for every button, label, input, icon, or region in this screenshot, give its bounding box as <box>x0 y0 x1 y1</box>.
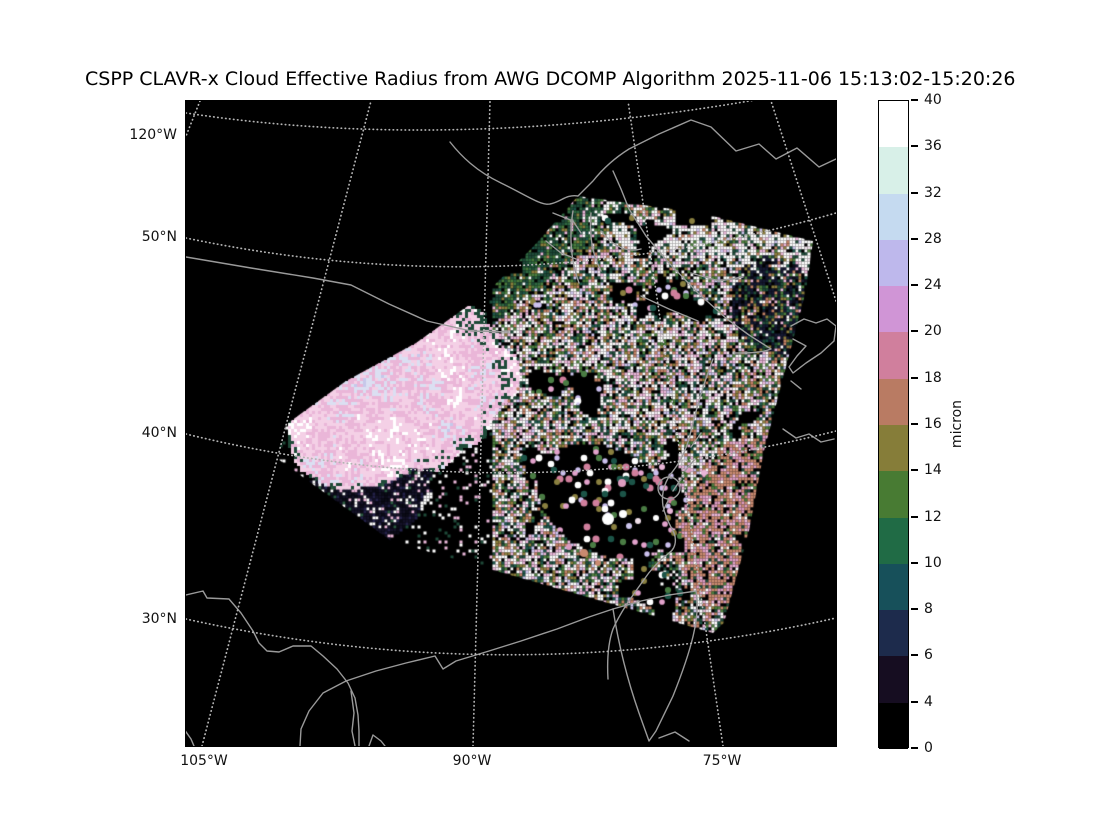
colorbar-tick-label: 20 <box>924 323 942 340</box>
axis-label-40N: 40°N <box>141 425 177 441</box>
colorbar-tick-label: 4 <box>924 693 933 710</box>
colorbar-tick-label: 8 <box>924 601 933 618</box>
colorbar-tick <box>911 654 918 657</box>
colorbar-tick <box>911 515 918 518</box>
colorbar-segment <box>879 471 908 519</box>
coastline-florida <box>612 590 698 742</box>
graticule-meridian-60w <box>770 101 836 302</box>
colorbar-tick-label: 14 <box>924 462 942 479</box>
colorbar-tick-label: 36 <box>924 138 942 155</box>
axis-label-105W: 105°W <box>180 753 228 769</box>
colorbar-segment <box>879 378 908 426</box>
axis-label-120W: 120°W <box>129 127 177 143</box>
graticule-layer <box>186 101 836 746</box>
colorbar-tick <box>911 376 918 379</box>
axis-label-90W: 90°W <box>452 753 492 769</box>
coastline-gulf <box>299 608 614 746</box>
colorbar-swatches <box>878 100 909 750</box>
colorbar-tick <box>911 423 918 425</box>
coastline-mid-atlantic <box>606 358 714 680</box>
colorbar-segment <box>879 610 908 657</box>
colorbar-tick <box>911 145 918 148</box>
colorbar-tick-label: 10 <box>924 554 942 571</box>
coastline-cuba <box>658 731 690 742</box>
colorbar-tick <box>911 99 918 101</box>
colorbar-tick <box>911 561 918 564</box>
axis-label-30N: 30°N <box>141 611 177 627</box>
colorbar-tick <box>911 237 918 240</box>
graticule-parallel-30n <box>186 617 836 656</box>
colorbar-tick-label: 18 <box>924 369 942 386</box>
coastline-yucatan <box>368 734 386 746</box>
colorbar-tick <box>911 700 918 703</box>
map-axes <box>185 100 837 747</box>
colorbar-segment <box>879 656 908 704</box>
coastline-mexico <box>186 590 360 746</box>
colorbar-segment <box>879 193 908 241</box>
colorbar-tick <box>911 330 918 333</box>
colorbar-segment <box>879 147 908 195</box>
coastline-pacific-corner <box>186 730 195 746</box>
colorbar-tick-label: 16 <box>924 416 942 432</box>
colorbar-segment <box>879 563 908 611</box>
map-overlay <box>186 101 836 746</box>
colorbar-segment <box>879 286 908 333</box>
colorbar-segment <box>879 101 908 148</box>
axis-label-75W: 75°W <box>702 753 742 769</box>
axis-label-50N: 50°N <box>141 229 177 245</box>
coastline-st-lawrence <box>612 170 772 354</box>
colorbar-segment <box>879 239 908 287</box>
colorbar-unit-label: micron <box>949 399 965 449</box>
graticule-meridian-90w <box>472 101 491 746</box>
graticule-meridian-120w <box>186 101 201 137</box>
coastline-sound-ring <box>657 476 681 500</box>
colorbar-tick <box>911 284 918 287</box>
coastline-great-lakes <box>545 210 744 322</box>
colorbar-tick-label: 6 <box>924 647 933 664</box>
coastline-us-canada-border <box>186 256 510 333</box>
colorbar-segment <box>879 702 908 750</box>
colorbar-segment <box>879 425 908 472</box>
colorbar-tick-label: 12 <box>924 508 942 525</box>
colorbar-tick-label: 0 <box>924 740 933 756</box>
figure-title: CSPP CLAVR-x Cloud Effective Radius from… <box>85 68 1016 90</box>
colorbar-tick <box>911 747 918 749</box>
coastline-nova-scotia <box>788 318 836 390</box>
graticule-meridian-75w <box>627 101 724 746</box>
colorbar-tick-label: 32 <box>924 184 942 201</box>
colorbar-tick-label: 28 <box>924 230 942 247</box>
coastline-layer <box>186 119 836 746</box>
colorbar-segment <box>879 517 908 565</box>
colorbar-segment <box>879 332 908 380</box>
graticule-parallel-40n <box>186 430 836 474</box>
graticule-parallel-50n <box>186 212 836 268</box>
colorbar: 40 36 32 28 24 20 18 16 14 12 10 8 6 4 0 micron <box>878 92 998 756</box>
coastline-new-england <box>782 428 835 443</box>
colorbar-tick-label: 24 <box>924 277 942 294</box>
colorbar-tick-label: 40 <box>924 92 942 108</box>
colorbar-tick <box>911 191 918 194</box>
colorbar-tick <box>911 469 918 472</box>
coastline-north-shore <box>449 119 836 205</box>
graticule-parallel-60n <box>186 101 755 131</box>
graticule-meridian-105w <box>201 101 372 746</box>
colorbar-tick <box>911 608 918 611</box>
